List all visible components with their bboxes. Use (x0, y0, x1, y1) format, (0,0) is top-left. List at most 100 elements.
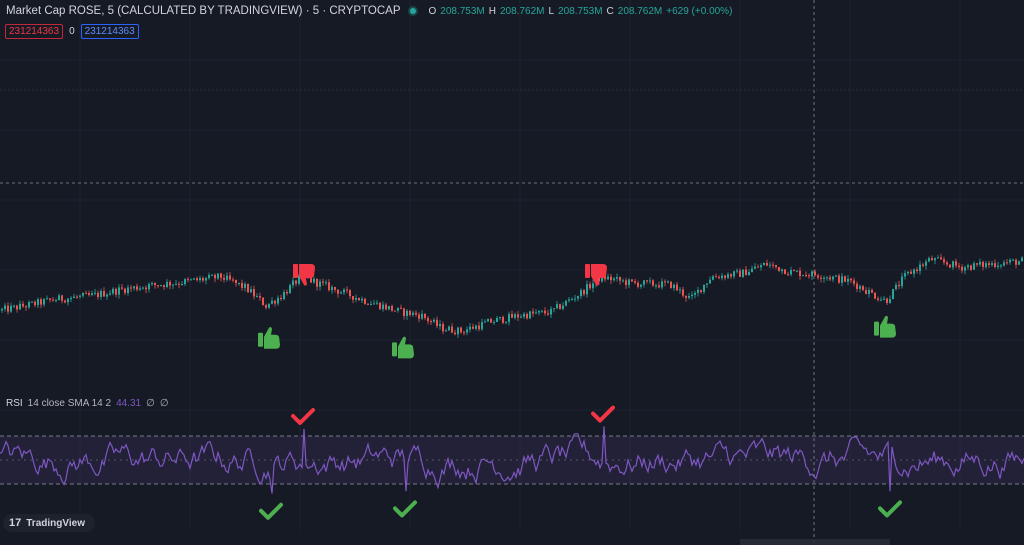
candle-body (85, 293, 87, 295)
candle-body (286, 292, 288, 294)
candle-body (778, 267, 780, 272)
candle-body (25, 306, 27, 308)
tradingview-watermark[interactable]: 17 TradingView (3, 514, 95, 532)
buy-thumbs-up-icon-hand (264, 327, 280, 349)
candle-body (13, 305, 15, 307)
candle-body (244, 283, 246, 288)
candle-body (943, 259, 945, 263)
candle-body (529, 311, 531, 319)
candle-body (1009, 259, 1011, 263)
candle-body (709, 279, 711, 284)
candle-body (868, 289, 870, 294)
candle-body (319, 281, 321, 287)
candle-body (679, 289, 681, 291)
candle-body (223, 277, 225, 280)
candle-body (406, 310, 408, 316)
candle-body (106, 294, 108, 297)
candle-body (730, 274, 732, 277)
rsi-pane (0, 426, 1024, 494)
candle-body (523, 313, 525, 317)
buy-thumbs-up-icon-hand (398, 336, 414, 359)
sell-thumbs-down-icon-hand (591, 264, 607, 286)
candle-body (841, 276, 843, 283)
candle-body (751, 268, 753, 272)
candle-body (859, 286, 861, 289)
candle-body (496, 318, 498, 322)
candle-body (856, 283, 858, 289)
candle-body (4, 305, 6, 309)
candle-body (337, 289, 339, 294)
candle-body (34, 301, 36, 306)
indicator-value-red: 231214363 (5, 24, 64, 39)
candle-body (403, 308, 405, 316)
candle-body (622, 280, 624, 282)
candle-body (946, 262, 948, 265)
low-value: 208.753M (558, 5, 603, 17)
candle-body (172, 284, 174, 286)
candle-body (739, 270, 741, 277)
rsi-name: RSI (6, 398, 23, 409)
candle-body (394, 310, 396, 312)
sell-thumbs-down-icon (293, 264, 315, 286)
rsi-sell-checkmark-icon (591, 405, 615, 423)
candle-body (691, 294, 693, 297)
candle-body (613, 278, 615, 281)
candle-body (718, 277, 720, 279)
candle-body (232, 279, 234, 281)
candle-body (988, 263, 990, 265)
candle-body (322, 281, 324, 283)
candle-body (433, 319, 435, 322)
candle-body (706, 283, 708, 285)
candle-body (409, 310, 411, 316)
candle-body (844, 276, 846, 282)
horizontal-scrollbar[interactable] (740, 539, 890, 545)
candle-body (466, 329, 468, 333)
candle-body (310, 277, 312, 283)
candle-body (217, 273, 219, 279)
symbol-title[interactable]: Market Cap ROSE, 5 (CALCULATED BY TRADIN… (6, 5, 401, 17)
tradingview-logo-icon: 17 (9, 517, 22, 529)
candle-body (22, 303, 24, 307)
candle-body (901, 276, 903, 287)
candle-body (754, 266, 756, 269)
candle-body (472, 326, 474, 329)
close-value: 208.762M (617, 5, 663, 17)
candle-body (991, 263, 993, 265)
candle-body (799, 270, 801, 277)
candle-body (184, 279, 186, 284)
candle-body (19, 303, 21, 310)
candle-body (40, 299, 42, 305)
buy-thumbs-up-icon-cuff (874, 321, 879, 336)
chart-header: Market Cap ROSE, 5 (CALCULATED BY TRADIN… (6, 5, 732, 17)
candle-body (130, 287, 132, 289)
candle-body (820, 277, 822, 279)
candle-body (97, 292, 99, 297)
candle-body (760, 265, 762, 268)
candle-body (724, 275, 726, 278)
rsi-legend[interactable]: RSI 14 close SMA 14 2 44.31 ∅ ∅ (6, 398, 169, 409)
candle-body (580, 290, 582, 297)
candle-body (910, 271, 912, 274)
candle-body (952, 261, 954, 268)
rsi-sell-checkmark-icon (291, 408, 315, 425)
candle-body (553, 308, 555, 310)
candle-body (892, 289, 894, 300)
candle-body (694, 292, 696, 295)
candle-body (178, 283, 180, 285)
candle-body (73, 296, 75, 298)
candle-body (67, 298, 69, 303)
buy-thumbs-up-icon-cuff (392, 342, 397, 357)
candle-body (175, 283, 177, 285)
candle-body (871, 289, 873, 293)
candle-body (688, 296, 690, 298)
candle-body (787, 274, 789, 276)
candle-body (1000, 265, 1002, 267)
candle-body (469, 326, 471, 330)
candle-body (112, 288, 114, 294)
candle-body (823, 277, 825, 279)
candle-body (736, 270, 738, 272)
candle-body (913, 269, 915, 274)
candle-body (583, 290, 585, 295)
candle-body (994, 263, 996, 268)
